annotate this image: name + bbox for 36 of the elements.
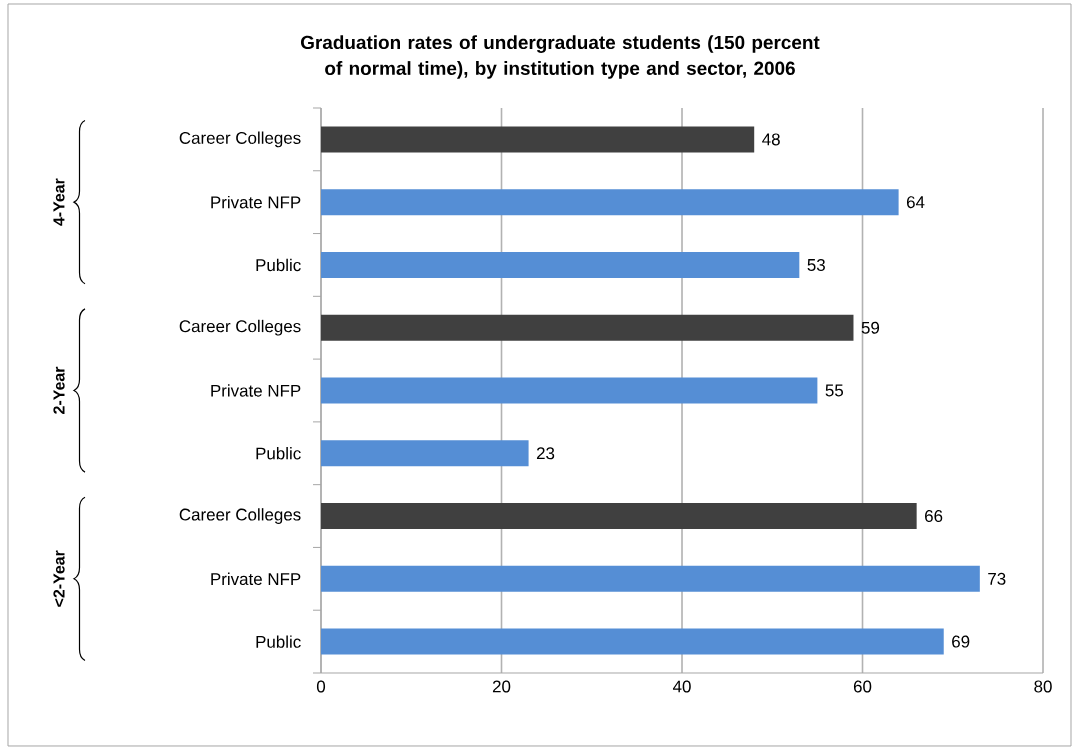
y-tick-label: Private NFP bbox=[211, 384, 301, 397]
bar bbox=[321, 503, 917, 530]
y-tick-label: Private NFP bbox=[211, 195, 301, 209]
bar bbox=[321, 628, 944, 655]
data-label: 64 bbox=[906, 196, 925, 209]
data-label: 66 bbox=[925, 510, 943, 523]
y-tick-label: Public bbox=[256, 258, 301, 272]
y-tick-label: Public bbox=[256, 447, 301, 460]
x-tick-label: 60 bbox=[853, 680, 872, 693]
text: 2-Year bbox=[53, 366, 65, 414]
x-tick-label: 0 bbox=[316, 680, 326, 693]
y-tick-label: Career Colleges bbox=[179, 508, 301, 524]
data-label: 69 bbox=[952, 635, 970, 648]
text: <2-Year bbox=[53, 550, 65, 607]
y-tick-label: Career Colleges bbox=[179, 319, 301, 336]
data-label: 73 bbox=[988, 572, 1006, 585]
data-label: 48 bbox=[762, 133, 780, 146]
text: 4-Year bbox=[53, 178, 65, 226]
bar bbox=[321, 314, 854, 341]
bar bbox=[321, 377, 818, 404]
x-tick-label: 20 bbox=[492, 680, 511, 693]
data-label: 53 bbox=[807, 258, 825, 271]
y-tick-label: Private NFP bbox=[211, 572, 301, 586]
bar bbox=[321, 189, 899, 216]
data-label: 55 bbox=[825, 384, 844, 397]
data-label: 59 bbox=[861, 321, 880, 334]
x-tick-label: 80 bbox=[1034, 680, 1052, 693]
bar bbox=[321, 440, 529, 467]
y-tick-label: Career Colleges bbox=[179, 131, 301, 148]
bar bbox=[321, 126, 755, 153]
bar bbox=[321, 251, 800, 278]
chart-title: Graduation rates of undergraduate students (150 percent of normal time), by institution type and sector, 2006 bbox=[300, 35, 820, 79]
y-tick-label: Public bbox=[256, 635, 301, 648]
bar bbox=[321, 565, 980, 592]
x-tick-label: 40 bbox=[672, 680, 691, 693]
data-label: 23 bbox=[536, 447, 555, 460]
